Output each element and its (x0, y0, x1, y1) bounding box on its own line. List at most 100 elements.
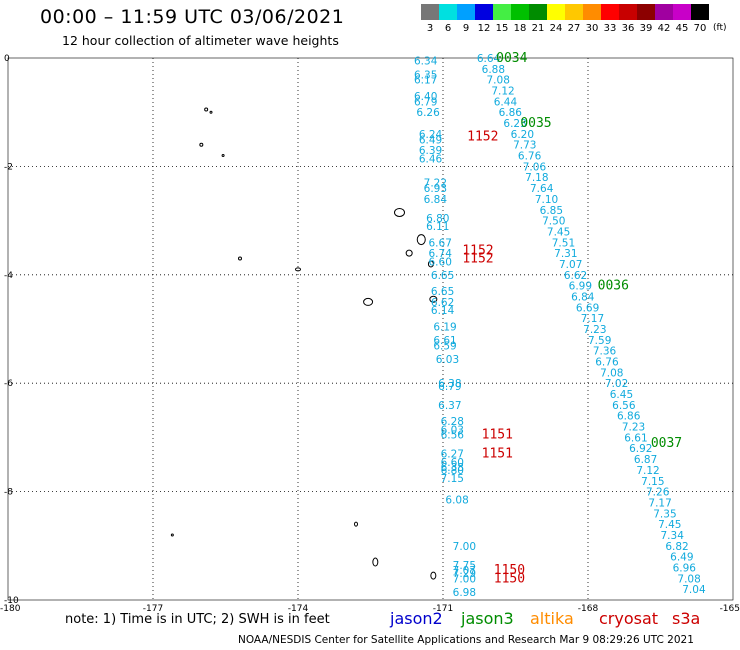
swh-value-jason3: 7.34 (661, 530, 685, 542)
swh-value-cryosat: 6.59 (433, 340, 456, 352)
swh-value-jason3: 7.45 (547, 226, 570, 238)
island-outline (363, 297, 374, 306)
swh-value-jason3: 7.73 (513, 140, 536, 152)
swh-value-cryosat: 6.08 (445, 495, 468, 507)
scale-tick-label: 30 (585, 23, 599, 34)
swh-value-jason3: 7.18 (525, 172, 548, 184)
swh-value-jason3: 6.61 (624, 432, 647, 444)
swh-value-jason3: 7.17 (648, 497, 671, 509)
island-outline (405, 249, 413, 257)
swh-value-cryosat: 6.74 (429, 248, 453, 260)
swh-value-jason3: 7.04 (682, 584, 706, 596)
map-grid (8, 58, 733, 600)
scale-swatch (691, 4, 709, 20)
scale-tick-label: 70 (693, 23, 707, 34)
swh-value-cryosat: 7.00 (453, 541, 476, 553)
scale-tick-label: 12 (477, 23, 491, 34)
swh-value-jason3: 6.44 (494, 96, 518, 108)
scale-swatch (475, 4, 493, 20)
swh-value-jason3: 6.86 (499, 107, 523, 119)
swh-value-jason3: 7.64 (530, 183, 554, 195)
island-outline (221, 154, 225, 158)
swh-value-cryosat: 6.46 (419, 153, 443, 165)
scale-swatch (421, 4, 439, 20)
swh-value-jason3: 7.06 (523, 161, 547, 173)
scale-tick-label: 9 (462, 23, 470, 34)
pass-time-tag: 1151 (482, 447, 513, 462)
swh-value-cryosat: 6.03 (436, 354, 459, 366)
island-outline (430, 571, 437, 580)
swh-value-cryosat: 6.03 (441, 424, 464, 436)
x-axis-ticks: -180 -177 -174 -171 -168 -165 (0, 604, 740, 614)
swh-value-jason3: 7.08 (677, 573, 700, 585)
pass-time-tags-layer: 0034003500360037115211521152115111511150… (462, 51, 682, 586)
swh-value-cryosat: 6.98 (453, 587, 476, 599)
swh-value-cryosat: 6.93 (424, 183, 447, 195)
swh-value-jason3: 7.36 (593, 346, 617, 358)
swh-value-jason3: 6.84 (571, 291, 595, 303)
swh-value-jason3: 7.15 (641, 476, 664, 488)
swh-value-cryosat: 6.79 (438, 381, 461, 393)
pass-time-tag: 1151 (482, 428, 513, 443)
scale-swatch (511, 4, 529, 20)
pass-time-tag: 1152 (462, 243, 493, 258)
scale-swatch (655, 4, 673, 20)
swh-value-jason3: 7.23 (583, 324, 606, 336)
swh-value-cryosat: 6.80 (441, 465, 464, 477)
scale-tick-label: 27 (567, 23, 581, 34)
island-outline (416, 234, 426, 246)
island-outline (372, 557, 379, 567)
island-outline (170, 533, 174, 537)
island-outline (429, 295, 438, 303)
swh-value-jason3: 6.45 (610, 389, 633, 401)
island-outline (394, 207, 405, 217)
swh-value-cryosat: 6.84 (424, 194, 448, 206)
swh-value-cryosat: 6.38 (438, 378, 461, 390)
x-tick-label: -180 (0, 604, 21, 614)
swh-value-cryosat: 6.27 (441, 449, 464, 461)
swh-value-jason3: 6.76 (595, 357, 619, 369)
x-tick-label: -165 (720, 604, 740, 614)
swh-value-jason3: 6.88 (482, 64, 505, 76)
swh-value-cryosat: 6.65 (431, 270, 454, 282)
swh-value-jason3: 6.20 (511, 129, 534, 141)
legend-s3a: s3a (672, 609, 701, 628)
swh-value-cryosat: 6.67 (429, 237, 452, 249)
swh-value-cryosat: 6.14 (431, 305, 455, 317)
swh-value-cryosat: 7.75 (453, 560, 476, 572)
pass-time-tag: 0036 (598, 279, 629, 294)
swh-value-cryosat: 6.34 (414, 56, 438, 68)
swh-value-jason3: 7.35 (653, 508, 676, 520)
map-frame (7, 57, 734, 601)
swh-value-jason3: 6.85 (540, 205, 563, 217)
island-outline (204, 107, 209, 112)
swh-value-cryosat: 6.38 (441, 462, 464, 474)
page-title: 00:00 – 11:59 UTC 03/06/2021 (40, 6, 345, 28)
swh-value-cryosat: 6.19 (433, 321, 456, 333)
swh-value-cryosat: 6.56 (441, 430, 465, 442)
scale-swatch (493, 4, 511, 20)
scale-tick-label: 33 (603, 23, 617, 34)
swh-value-cryosat: 6.62 (431, 297, 454, 309)
scale-swatch (619, 4, 637, 20)
swh-value-jason3: 6.76 (518, 151, 542, 163)
swh-value-jason3: 6.23 (503, 118, 526, 130)
scale-swatch (601, 4, 619, 20)
scale-unit-label: (ft) (713, 23, 727, 33)
swh-value-cryosat: 7.15 (441, 473, 464, 485)
scale-tick-label: 21 (531, 23, 545, 34)
scale-tick-label: 15 (495, 23, 509, 34)
scale-tick-label: 42 (657, 23, 671, 34)
swh-value-cryosat: 7.29 (453, 568, 476, 580)
footer-note: note: 1) Time is in UTC; 2) SWH is in fe… (65, 612, 330, 627)
scale-tick-label: 6 (444, 23, 452, 34)
island-outline (209, 110, 213, 114)
swh-value-jason3: 7.51 (552, 237, 575, 249)
scale-swatch (565, 4, 583, 20)
swh-value-cryosat: 6.39 (419, 145, 442, 157)
swh-value-jason3: 7.08 (600, 367, 623, 379)
island-outline (295, 267, 301, 272)
swh-value-cryosat: 6.40 (414, 91, 437, 103)
swh-value-jason3: 7.12 (491, 86, 514, 98)
swh-value-jason3: 6.62 (564, 270, 587, 282)
